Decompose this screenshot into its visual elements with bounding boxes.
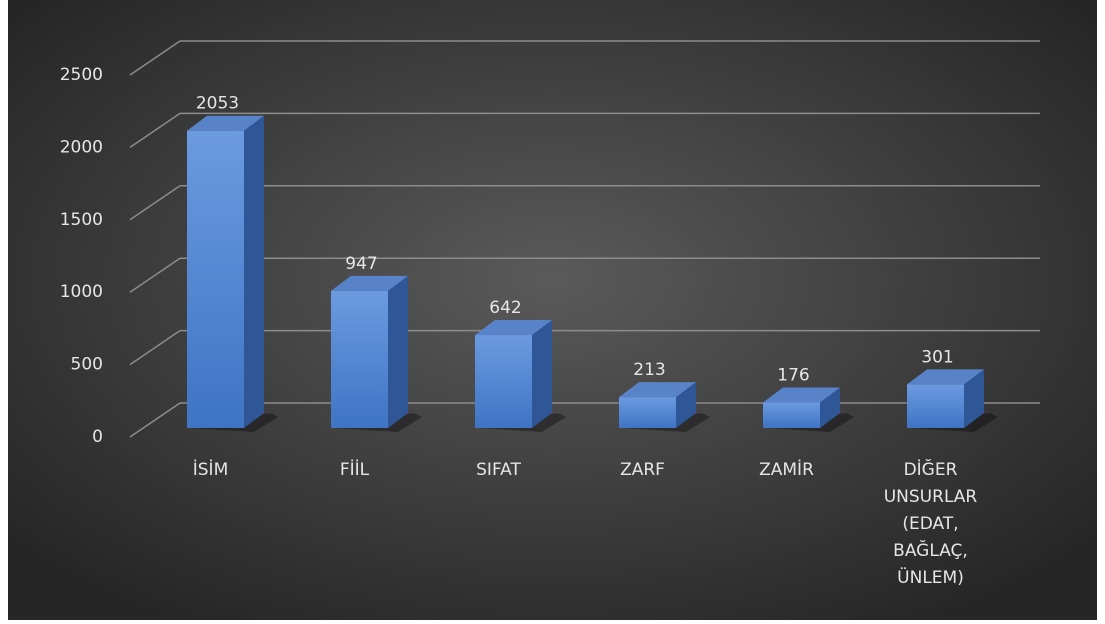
bar [907,384,964,428]
grid-line [129,257,181,293]
data-label: 947 [345,254,377,274]
x-tick-label: İSİM [192,460,229,480]
data-label: 642 [489,298,521,318]
y-tick-label: 500 [71,355,103,375]
y-tick-label: 2500 [60,65,103,85]
bar-top [619,382,696,398]
grid-line [129,185,181,221]
bar [475,335,532,428]
bar-side [388,275,408,428]
x-tick-label: ZAMİR [759,460,814,480]
bar [331,290,388,428]
grid-line [129,402,181,438]
grid-line [129,112,181,149]
data-label: 213 [633,360,665,380]
x-tick-label: SIFAT [476,460,521,480]
grid-line [129,329,181,366]
bar-side [676,382,696,428]
bar [619,397,676,428]
grid-line [129,40,181,76]
x-tick-label: DİĞER UNSURLAR (EDAT, BAĞLAÇ, ÜNLEM) [883,460,978,588]
x-tick-label: ZARF [620,460,665,480]
bar-side [532,320,552,428]
y-tick-label: 0 [92,427,103,447]
x-tick-label: FİİL [339,460,370,480]
bar-side [964,369,984,428]
data-label: 176 [777,366,809,386]
bar-top [763,387,840,403]
y-tick-label: 1500 [60,210,103,230]
bar-top [331,275,408,291]
bar-side [244,115,264,429]
bar-top [475,320,552,336]
bar [763,402,820,428]
data-label: 301 [921,347,953,367]
y-tick-label: 1000 [60,282,103,302]
y-tick-label: 2000 [60,137,103,157]
bar-top [187,115,264,131]
bar [187,130,244,429]
data-label: 2053 [196,94,239,114]
bar-top [907,369,984,385]
bar-side [820,387,840,428]
